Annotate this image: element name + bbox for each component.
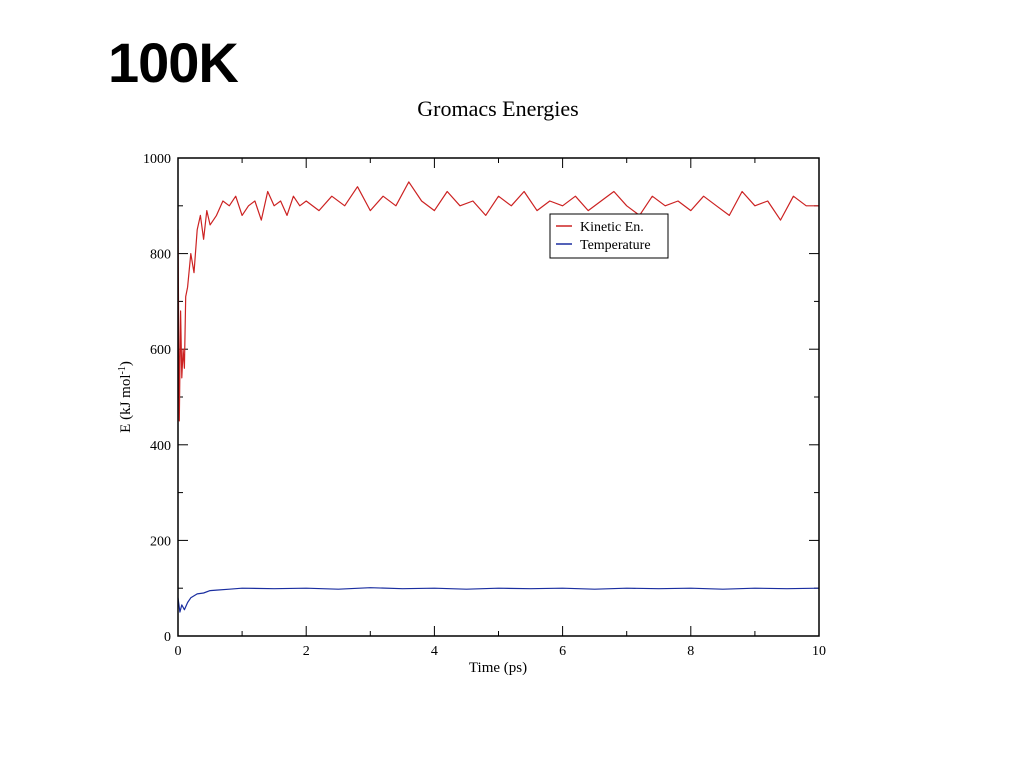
y-tick-labels: 0 200 400 600 800 1000 [143, 152, 171, 645]
y-tick-label: 0 [164, 630, 171, 645]
y-tick-label: 200 [150, 534, 171, 549]
tick-marks [177, 157, 820, 637]
slide-title: 100K [108, 31, 239, 94]
chart-title: Gromacs Energies [417, 96, 579, 121]
x-tick-label: 0 [175, 644, 182, 659]
plot-series [177, 181, 820, 613]
y-axis-label: E (kJ mol-1) [117, 361, 135, 433]
legend-label-temperature: Temperature [580, 238, 651, 253]
y-tick-label: 600 [150, 343, 171, 358]
x-tick-label: 6 [559, 644, 566, 659]
x-tick-label: 10 [812, 644, 826, 659]
y-axis-label-sup: -1 [117, 366, 128, 374]
y-tick-label: 1000 [143, 152, 171, 167]
temperature-line [177, 587, 820, 613]
x-tick-label: 4 [431, 644, 438, 659]
y-tick-label: 400 [150, 439, 171, 454]
legend-box [549, 213, 669, 259]
x-tick-labels: 0 2 4 6 8 10 [175, 644, 827, 659]
plot-frame [177, 157, 820, 637]
x-axis-label: Time (ps) [469, 660, 527, 676]
kinetic-energy-line [177, 181, 819, 422]
legend: Kinetic En. Temperature [549, 213, 669, 259]
x-tick-label: 2 [303, 644, 310, 659]
y-axis-label-end: ) [118, 361, 134, 366]
x-tick-label: 8 [687, 644, 694, 659]
legend-label-kinetic: Kinetic En. [580, 220, 644, 235]
y-tick-label: 800 [150, 248, 171, 263]
y-axis-label-base: E (kJ mol [118, 375, 134, 433]
